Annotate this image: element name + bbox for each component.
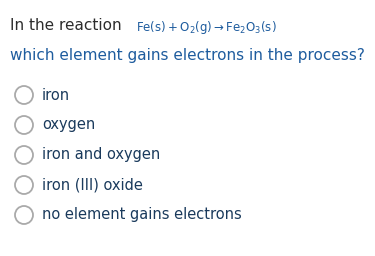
Text: iron and oxygen: iron and oxygen: [42, 147, 160, 163]
Text: In the reaction: In the reaction: [10, 18, 126, 33]
Text: which element gains electrons in the process?: which element gains electrons in the pro…: [10, 48, 365, 63]
Text: iron: iron: [42, 88, 70, 102]
Text: $\mathrm{Fe(s)+O_{2}(g)\rightarrow Fe_{2}O_{3}(s)}$: $\mathrm{Fe(s)+O_{2}(g)\rightarrow Fe_{2…: [136, 19, 277, 36]
Text: no element gains electrons: no element gains electrons: [42, 208, 242, 222]
Text: oxygen: oxygen: [42, 118, 95, 133]
Text: iron (III) oxide: iron (III) oxide: [42, 177, 143, 193]
